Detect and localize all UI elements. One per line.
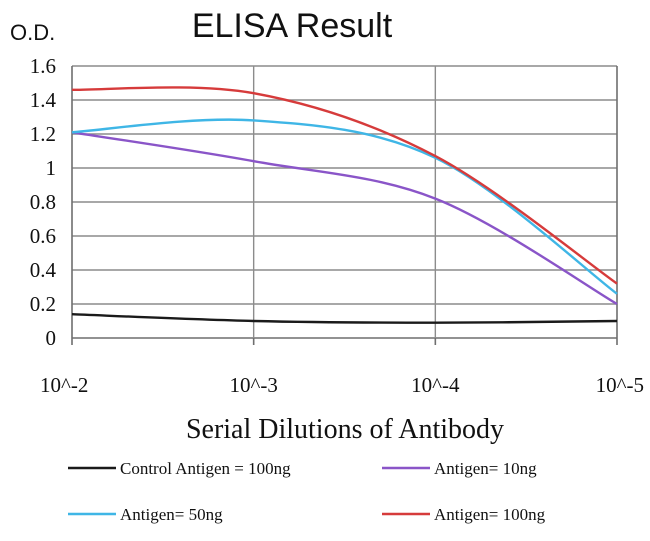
legend-label-0: Control Antigen = 100ng <box>120 459 291 478</box>
y-tick-label: 0.4 <box>30 258 57 282</box>
x-tick-label: 10^-4 <box>411 373 460 397</box>
x-tick-label: 10^-2 <box>40 373 88 397</box>
x-tick-labels: 10^-2 10^-3 10^-4 10^-5 <box>40 373 644 397</box>
series-lines <box>71 86 618 324</box>
grid-lines <box>71 65 618 345</box>
legend-label-3: Antigen= 100ng <box>434 505 546 524</box>
y-tick-label: 0 <box>46 326 57 350</box>
y-tick-label: 1.6 <box>30 54 56 78</box>
x-tick-label: 10^-5 <box>596 373 644 397</box>
y-tick-label: 0.2 <box>30 292 56 316</box>
y-tick-label: 0.6 <box>30 224 56 248</box>
y-tick-label: 0.8 <box>30 190 56 214</box>
chart-title: ELISA Result <box>192 7 393 45</box>
y-tick-label: 1.4 <box>30 88 57 112</box>
y-tick-label: 1.2 <box>30 122 56 146</box>
x-tick-label: 10^-3 <box>229 373 277 397</box>
series-line-0 <box>71 313 618 324</box>
series-line-2 <box>71 118 618 295</box>
legend: Control Antigen = 100ng Antigen= 10ng Anti… <box>68 459 546 524</box>
legend-label-2: Antigen= 50ng <box>120 505 223 524</box>
y-tick-labels: 0 0.2 0.4 0.6 0.8 1 1.2 1.4 1.6 <box>30 54 57 350</box>
x-axis-title: Serial Dilutions of Antibody <box>186 414 504 445</box>
series-line-1 <box>71 131 618 306</box>
legend-label-1: Antigen= 10ng <box>434 459 537 478</box>
y-axis-label: O.D. <box>10 20 55 45</box>
y-tick-label: 1 <box>46 156 57 180</box>
series-line-3 <box>71 86 618 285</box>
